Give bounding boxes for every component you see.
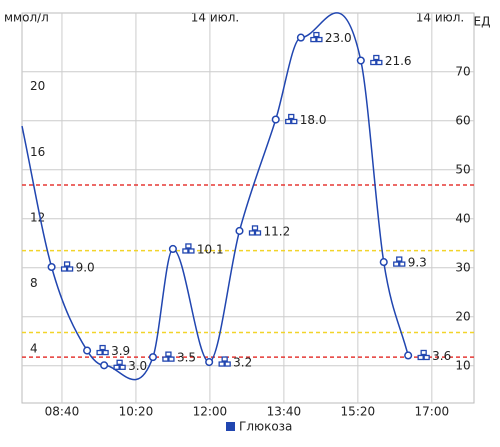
- value-label: 9.3: [408, 256, 427, 270]
- insulin-icon: [224, 361, 231, 367]
- x-tick-label: 08:40: [45, 405, 80, 419]
- insulin-icon: [370, 59, 377, 66]
- value-label: 23.0: [325, 31, 352, 45]
- y-axis-label: ммол/л: [4, 11, 49, 25]
- y2-tick-label: 20: [455, 309, 470, 323]
- insulin-icon: [165, 351, 172, 357]
- insulin-icon: [66, 266, 74, 272]
- y2-axis-label: ЕД: [474, 15, 491, 29]
- value-label: 11.2: [263, 224, 290, 238]
- data-point: [83, 346, 92, 355]
- insulin-icon: [102, 349, 109, 356]
- data-point: [404, 351, 413, 360]
- data-point: [47, 262, 56, 272]
- insulin-icon: [221, 356, 228, 362]
- insulin-icon: [168, 356, 175, 362]
- value-label: 3.5: [177, 351, 196, 365]
- insulin-icon: [316, 36, 323, 43]
- value-label: 3.0: [128, 359, 147, 373]
- data-point: [148, 353, 157, 362]
- data-point: [379, 258, 388, 267]
- data-point: [296, 33, 305, 42]
- x-tick-label: 17:00: [415, 405, 450, 419]
- y-tick-label: 16: [30, 145, 45, 159]
- insulin-icon: [188, 248, 195, 254]
- insulin-icon: [420, 349, 427, 356]
- insulin-icon: [119, 364, 126, 370]
- value-label: 3.9: [111, 344, 130, 358]
- insulin-icon: [399, 261, 406, 267]
- insulin-icon: [423, 354, 430, 361]
- insulin-icon: [251, 225, 259, 231]
- x-tick-label: 12:00: [193, 405, 228, 419]
- insulin-icon: [116, 359, 123, 365]
- value-label: 21.6: [385, 54, 412, 68]
- data-point: [235, 226, 244, 235]
- insulin-icon: [373, 54, 380, 61]
- y2-tick-label: 40: [455, 211, 470, 225]
- data-point: [168, 244, 177, 254]
- value-label: 3.6: [432, 349, 451, 363]
- insulin-icon: [218, 361, 225, 367]
- insulin-icon: [310, 36, 317, 43]
- y2-tick-label: 50: [455, 162, 470, 176]
- data-point: [205, 357, 214, 367]
- data-point: [356, 56, 365, 65]
- insulin-icon: [113, 364, 120, 370]
- y2-tick-label: 70: [455, 64, 470, 78]
- glucose-line: [21, 12, 409, 381]
- x-tick-label: 15:20: [341, 405, 376, 419]
- insulin-icon: [182, 248, 189, 254]
- insulin-icon: [393, 261, 400, 267]
- value-label: 10.1: [197, 242, 224, 256]
- insulin-icon: [254, 230, 262, 236]
- y-tick-label: 8: [30, 276, 38, 290]
- legend-swatch: [226, 422, 235, 431]
- insulin-icon: [376, 59, 383, 66]
- value-label: 9.0: [76, 260, 95, 274]
- insulin-icon: [63, 261, 71, 267]
- value-label: 18.0: [300, 113, 327, 127]
- insulin-icon: [417, 354, 424, 361]
- insulin-icon: [162, 356, 169, 362]
- legend-label: Глюкоза: [239, 420, 292, 434]
- insulin-icon: [185, 243, 192, 249]
- y2-tick-label: 30: [455, 260, 470, 274]
- insulin-icon: [396, 256, 403, 262]
- insulin-icon: [288, 113, 295, 120]
- y-tick-label: 20: [30, 79, 45, 93]
- plot-frame: [21, 12, 475, 404]
- insulin-icon: [313, 31, 320, 38]
- x-tick-label: 13:40: [267, 405, 302, 419]
- date-label: 14 июл.: [416, 11, 464, 25]
- x-tick-label: 10:20: [119, 405, 154, 419]
- y-tick-label: 12: [30, 210, 45, 224]
- value-label: 3.2: [233, 356, 252, 370]
- insulin-icon: [248, 230, 256, 236]
- y2-tick-label: 10: [455, 358, 470, 372]
- insulin-icon: [291, 118, 298, 125]
- insulin-icon: [96, 349, 103, 356]
- y-tick-label: 4: [30, 341, 38, 355]
- insulin-icon: [99, 344, 106, 351]
- insulin-icon: [60, 266, 68, 272]
- date-label: 14 июл.: [191, 11, 239, 25]
- data-point: [100, 361, 109, 370]
- y2-tick-label: 60: [455, 113, 470, 127]
- insulin-icon: [285, 118, 292, 125]
- data-point: [271, 115, 280, 124]
